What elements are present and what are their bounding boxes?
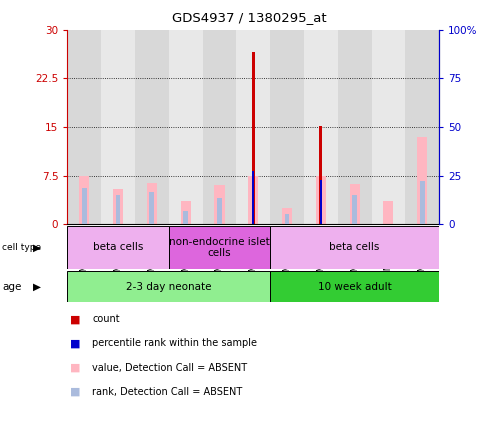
Bar xyxy=(350,184,360,224)
Text: beta cells: beta cells xyxy=(329,242,380,253)
Bar xyxy=(101,30,135,224)
Text: ■: ■ xyxy=(70,363,80,373)
Bar xyxy=(417,137,427,224)
Bar xyxy=(405,30,439,224)
Bar xyxy=(67,30,101,224)
Bar xyxy=(116,195,120,224)
Text: cell type: cell type xyxy=(2,243,41,252)
Text: percentile rank within the sample: percentile rank within the sample xyxy=(92,338,257,349)
Text: age: age xyxy=(2,282,22,291)
Text: ■: ■ xyxy=(70,387,80,397)
Bar xyxy=(215,185,225,224)
Bar xyxy=(169,30,203,224)
Bar xyxy=(338,30,372,224)
Bar xyxy=(237,30,270,224)
Bar xyxy=(67,271,270,302)
Bar xyxy=(319,126,322,224)
Text: ■: ■ xyxy=(70,314,80,324)
Text: GDS4937 / 1380295_at: GDS4937 / 1380295_at xyxy=(172,11,327,24)
Bar xyxy=(183,211,188,224)
Bar xyxy=(252,171,254,224)
Bar xyxy=(181,201,191,224)
Text: 10 week adult: 10 week adult xyxy=(318,282,392,291)
Bar xyxy=(217,198,222,224)
Bar xyxy=(320,181,322,224)
Text: ▶: ▶ xyxy=(33,282,41,291)
Bar xyxy=(284,214,289,224)
Bar xyxy=(304,30,338,224)
Bar xyxy=(82,188,87,224)
Bar xyxy=(248,176,258,224)
Text: value, Detection Call = ABSENT: value, Detection Call = ABSENT xyxy=(92,363,248,373)
Bar xyxy=(79,176,89,224)
Bar xyxy=(383,201,394,224)
Bar xyxy=(113,189,123,224)
Bar xyxy=(251,52,255,224)
Bar xyxy=(282,208,292,224)
Text: 2-3 day neonate: 2-3 day neonate xyxy=(126,282,212,291)
Text: ▶: ▶ xyxy=(33,242,41,253)
Bar xyxy=(67,226,169,269)
Bar xyxy=(270,30,304,224)
Bar xyxy=(316,176,326,224)
Bar xyxy=(352,195,357,224)
Bar xyxy=(169,226,270,269)
Text: non-endocrine islet
cells: non-endocrine islet cells xyxy=(169,236,270,258)
Bar xyxy=(135,30,169,224)
Bar xyxy=(372,30,405,224)
Text: rank, Detection Call = ABSENT: rank, Detection Call = ABSENT xyxy=(92,387,243,397)
Bar xyxy=(147,183,157,224)
Text: ■: ■ xyxy=(70,338,80,349)
Text: beta cells: beta cells xyxy=(93,242,143,253)
Bar xyxy=(420,181,425,224)
Bar xyxy=(270,271,439,302)
Bar xyxy=(150,192,154,224)
Bar xyxy=(203,30,237,224)
Text: count: count xyxy=(92,314,120,324)
Bar xyxy=(270,226,439,269)
